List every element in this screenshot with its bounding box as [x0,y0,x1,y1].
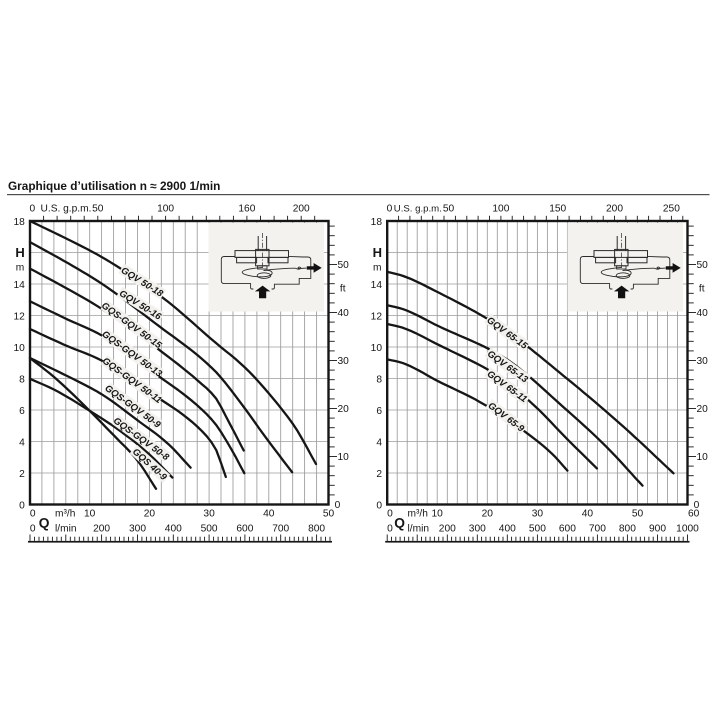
svg-text:30: 30 [697,356,709,367]
svg-text:10: 10 [13,343,25,354]
svg-text:40: 40 [263,509,275,520]
svg-text:40: 40 [697,308,709,319]
svg-text:50: 50 [323,509,335,520]
svg-text:l/min: l/min [408,524,430,535]
svg-text:8: 8 [376,375,382,386]
svg-text:50: 50 [632,509,644,520]
svg-text:14: 14 [13,280,25,291]
svg-text:200: 200 [293,204,310,215]
svg-text:10: 10 [371,343,383,354]
svg-text:300: 300 [469,524,486,535]
svg-text:10: 10 [432,509,444,520]
svg-text:0: 0 [19,501,25,512]
svg-text:100: 100 [157,204,174,215]
svg-text:m: m [373,263,382,274]
svg-text:m: m [16,263,25,274]
svg-text:20: 20 [338,404,350,415]
svg-text:600: 600 [236,524,253,535]
svg-text:300: 300 [129,524,146,535]
svg-text:8: 8 [19,375,25,386]
svg-text:4: 4 [19,438,25,449]
svg-text:700: 700 [589,524,606,535]
svg-text:GQV 65-15: GQV 65-15 [485,314,530,351]
svg-text:400: 400 [165,524,182,535]
svg-text:0: 0 [30,509,36,520]
svg-text:0: 0 [335,500,341,511]
svg-text:50: 50 [338,260,350,271]
svg-text:20: 20 [482,509,494,520]
svg-text:H: H [373,245,382,260]
svg-text:0: 0 [387,524,393,535]
svg-text:0: 0 [30,524,36,535]
svg-text:30: 30 [338,356,350,367]
svg-text:500: 500 [529,524,546,535]
svg-text:2: 2 [19,469,25,480]
svg-text:18: 18 [371,217,383,228]
svg-text:20: 20 [697,404,709,415]
svg-text:250: 250 [663,204,680,215]
svg-text:0: 0 [387,204,393,215]
svg-text:40: 40 [338,308,350,319]
svg-text:100: 100 [492,204,509,215]
svg-text:4: 4 [376,438,382,449]
svg-text:160: 160 [238,204,255,215]
svg-text:Graphique d’utilisation n ≈ 29: Graphique d’utilisation n ≈ 2900 1/min [8,179,220,193]
svg-text:0: 0 [29,204,35,215]
svg-text:700: 700 [272,524,289,535]
svg-text:10: 10 [84,509,96,520]
svg-text:40: 40 [582,509,594,520]
svg-text:12: 12 [371,312,383,323]
svg-text:ft: ft [699,284,705,295]
svg-text:l/min: l/min [55,524,77,535]
svg-text:0: 0 [694,500,700,511]
svg-text:18: 18 [13,217,25,228]
svg-text:6: 6 [19,406,25,417]
svg-text:0: 0 [387,509,393,520]
svg-text:m³/h: m³/h [55,509,75,520]
svg-text:30: 30 [532,509,544,520]
svg-text:Q: Q [394,516,405,531]
svg-text:10: 10 [338,452,350,463]
svg-text:50: 50 [697,260,709,271]
svg-text:50: 50 [92,204,104,215]
svg-text:GQV 65-9: GQV 65-9 [486,400,527,435]
svg-text:60: 60 [688,509,700,520]
svg-text:500: 500 [201,524,218,535]
svg-text:200: 200 [439,524,456,535]
svg-text:1000: 1000 [676,524,699,535]
svg-text:ft: ft [340,284,346,295]
svg-text:U.S. g.p.m.: U.S. g.p.m. [394,204,442,215]
svg-text:30: 30 [203,509,215,520]
svg-text:800: 800 [308,524,325,535]
svg-text:20: 20 [144,509,156,520]
svg-text:2: 2 [376,469,382,480]
svg-text:12: 12 [13,312,25,323]
svg-text:200: 200 [606,204,623,215]
svg-text:10: 10 [697,452,709,463]
svg-text:150: 150 [549,204,566,215]
svg-text:0: 0 [376,501,382,512]
svg-text:6: 6 [376,406,382,417]
svg-text:800: 800 [619,524,636,535]
svg-text:600: 600 [559,524,576,535]
svg-text:200: 200 [93,524,110,535]
svg-text:900: 900 [649,524,666,535]
svg-text:m³/h: m³/h [408,509,428,520]
svg-text:400: 400 [499,524,516,535]
svg-text:H: H [15,245,24,260]
svg-text:14: 14 [371,280,383,291]
svg-text:U.S. g.p.m.: U.S. g.p.m. [41,204,92,215]
svg-text:Q: Q [39,516,50,531]
svg-text:50: 50 [443,204,455,215]
